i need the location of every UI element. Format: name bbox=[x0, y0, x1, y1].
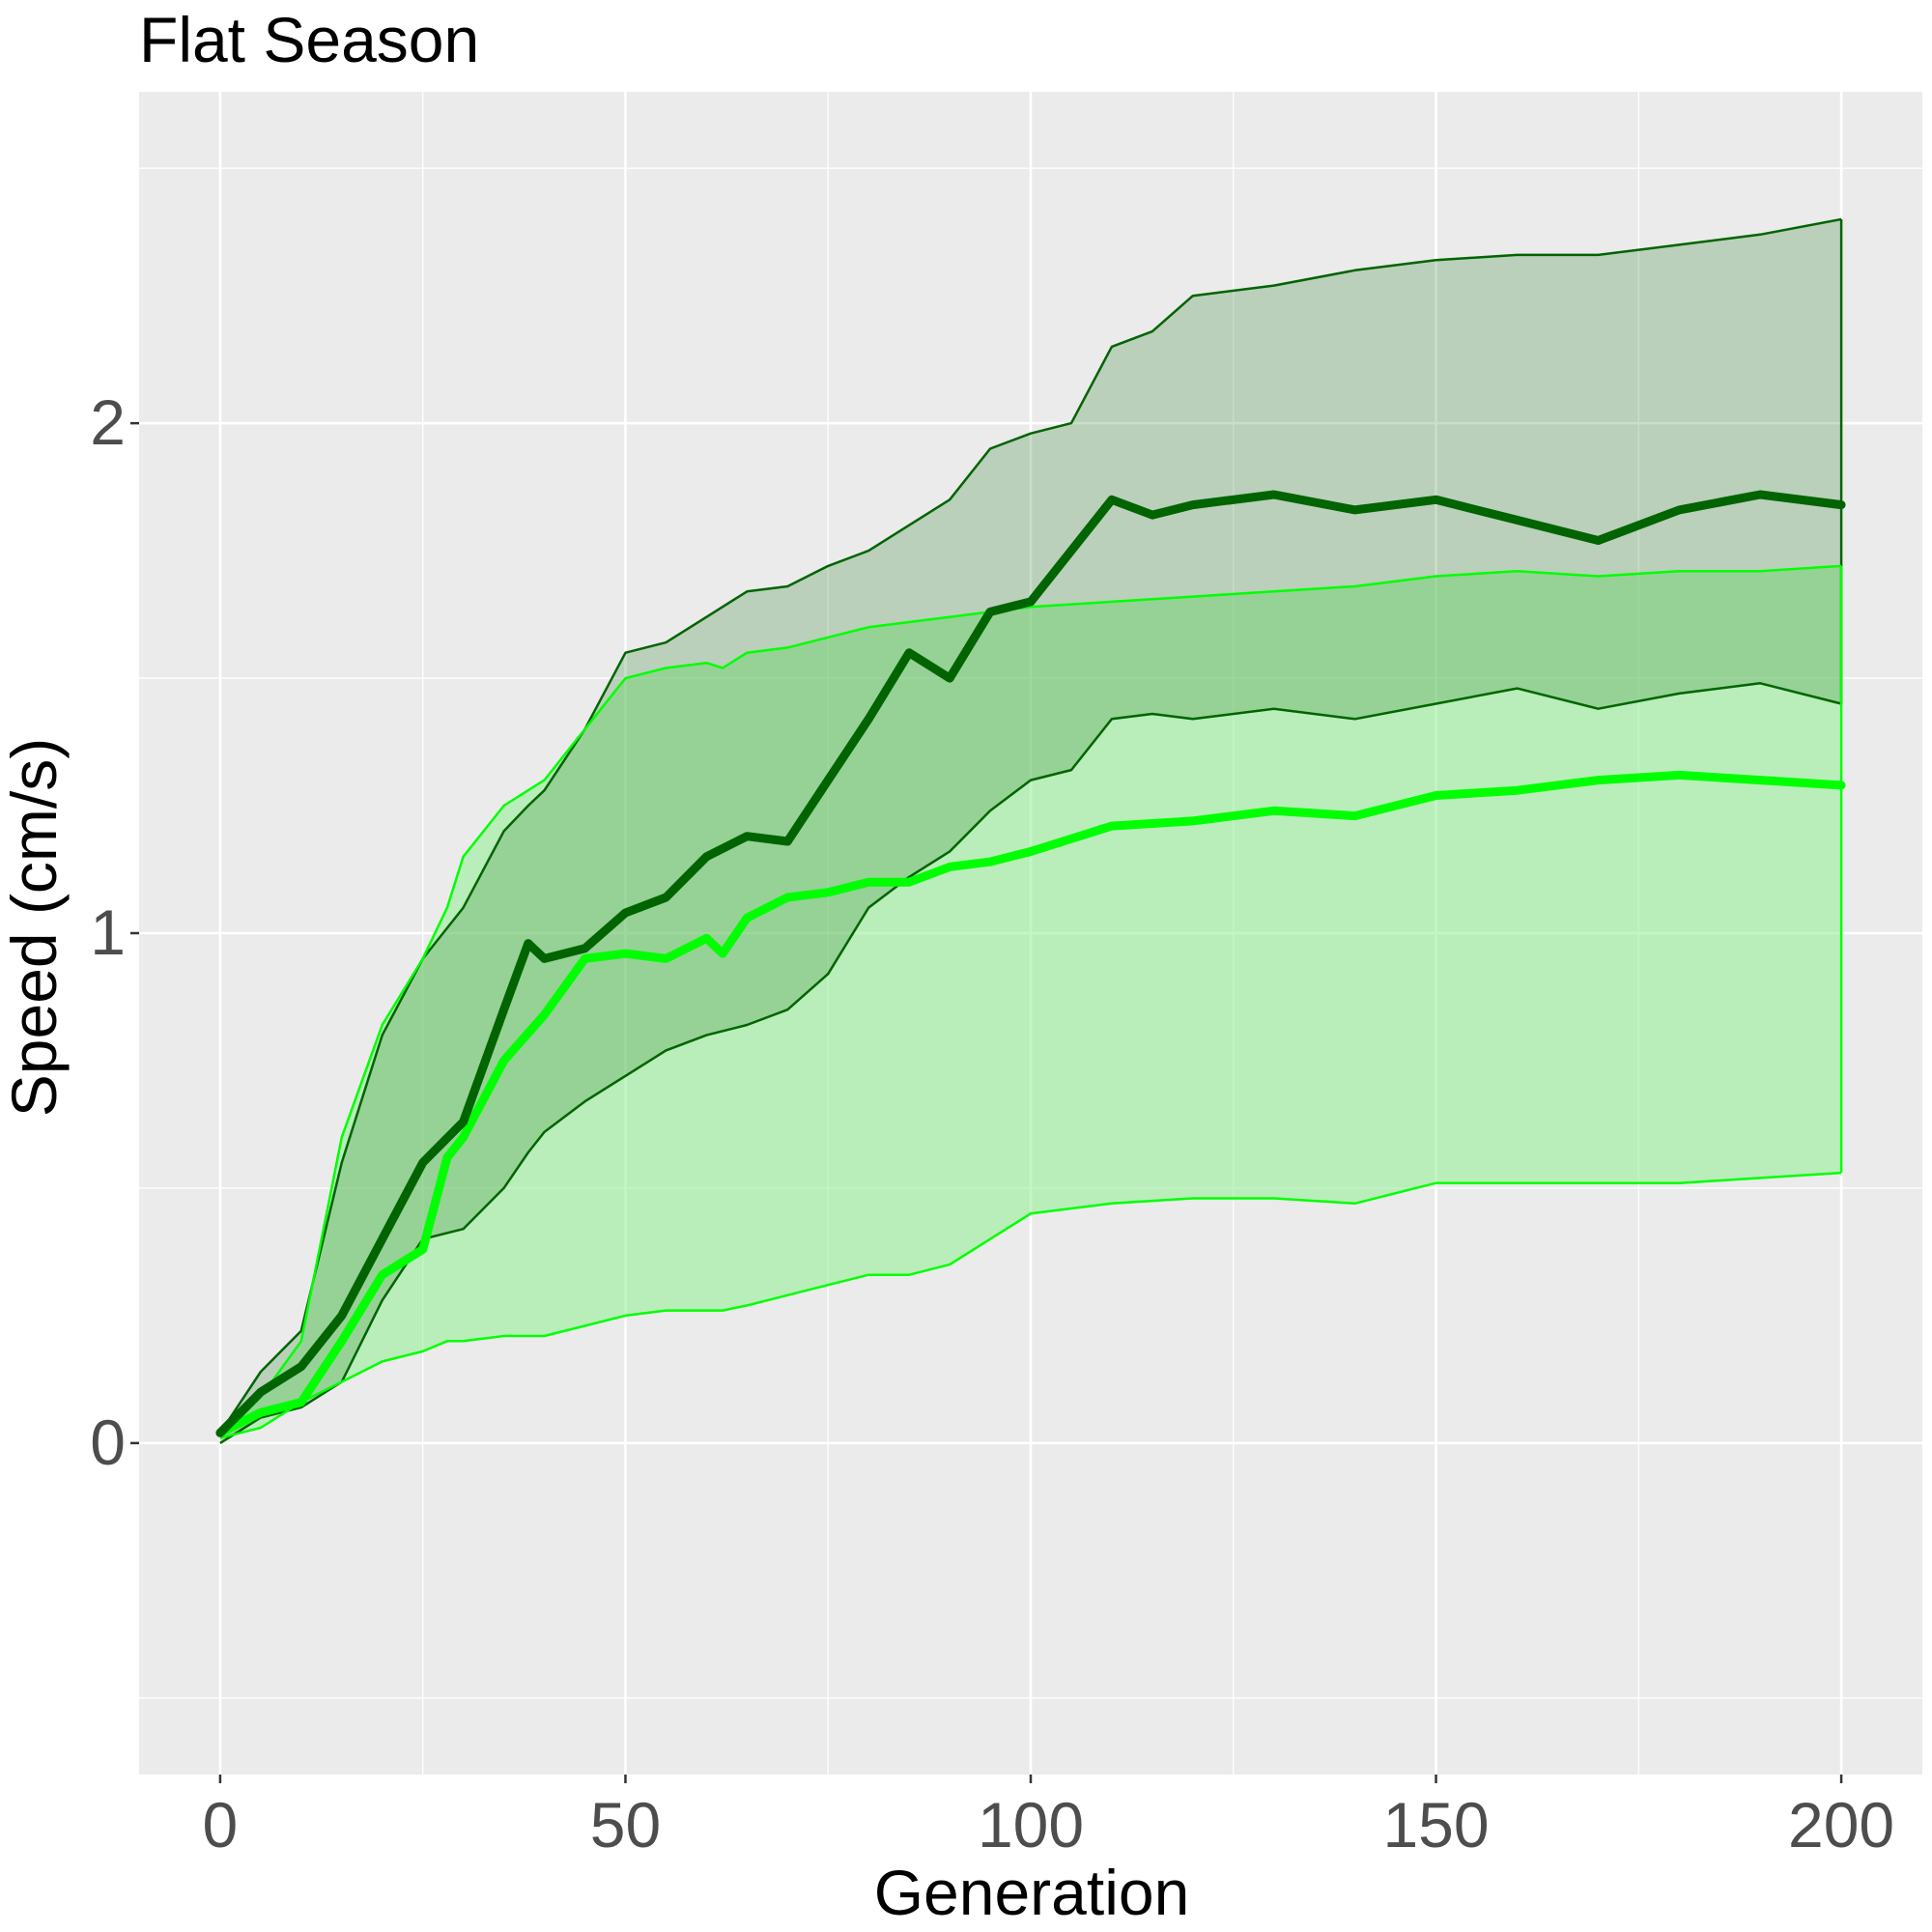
x-tick-label: 0 bbox=[203, 1789, 239, 1861]
mean-lines bbox=[215, 490, 1846, 1437]
light-lower-line bbox=[219, 1171, 1842, 1439]
bound-lines bbox=[218, 217, 1843, 1444]
ribbons bbox=[219, 219, 1842, 1443]
y-tick-label: 2 bbox=[90, 386, 126, 458]
y-tick-label: 1 bbox=[90, 896, 126, 968]
light-mean-line bbox=[215, 770, 1846, 1437]
x-tick-label: 200 bbox=[1788, 1789, 1894, 1861]
x-tick-label: 150 bbox=[1382, 1789, 1489, 1861]
dark-mean-line bbox=[215, 490, 1846, 1437]
y-axis: 0 1 2 bbox=[90, 386, 139, 1478]
x-tick-label: 100 bbox=[978, 1789, 1084, 1861]
chart-title: Flat Season bbox=[139, 4, 479, 75]
light-upper-line bbox=[219, 564, 1842, 1439]
y-tick-label: 0 bbox=[90, 1406, 126, 1478]
x-axis: 0 50 100 150 200 bbox=[203, 1775, 1894, 1861]
light-band bbox=[219, 565, 1842, 1438]
dark-band bbox=[219, 219, 1842, 1443]
x-axis-title: Generation bbox=[874, 1857, 1190, 1928]
dark-lower-line bbox=[219, 682, 1842, 1444]
dark-upper-line bbox=[218, 217, 1842, 1434]
x-tick-label: 50 bbox=[590, 1789, 661, 1861]
y-axis-title: Speed (cm/s) bbox=[0, 738, 70, 1117]
